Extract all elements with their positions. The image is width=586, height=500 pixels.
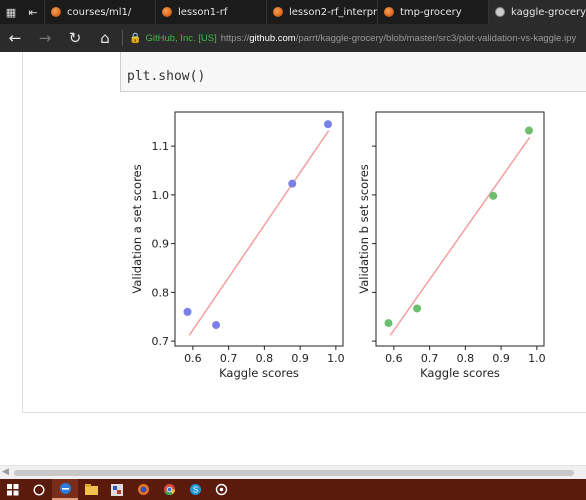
scatter-figure: 0.7 0.8 0.9 1.0 1.1 0.6 0.7 0.8 0.9 1.0 Kaggle sco… — [130, 111, 546, 380]
windows-taskbar: S — [0, 479, 586, 500]
jupyter-icon — [273, 7, 283, 17]
x-tick-label: 0.9 — [291, 352, 309, 365]
x-tick-label: 0.8 — [256, 352, 274, 365]
y-tick-label: 0.7 — [152, 335, 170, 348]
code-cell: plt.show() — [120, 52, 586, 92]
data-point — [384, 319, 393, 328]
app-icon[interactable] — [104, 479, 130, 500]
y-tick-label: 1.1 — [152, 140, 170, 153]
tab-lesson1-rf[interactable]: lesson1-rf — [155, 0, 266, 24]
home-icon[interactable]: ⌂ — [100, 29, 110, 47]
tab-tmp-grocery[interactable]: tmp-grocery — [377, 0, 488, 24]
file-explorer-icon[interactable] — [78, 479, 104, 500]
jupyter-icon — [162, 7, 172, 17]
x-tick-label: 0.6 — [184, 352, 202, 365]
app-icon-2[interactable] — [208, 479, 234, 500]
data-point — [323, 120, 332, 129]
y-tick-label: 1.0 — [152, 189, 170, 202]
edge-icon[interactable] — [52, 479, 78, 500]
skype-icon[interactable]: S — [182, 479, 208, 500]
data-point — [212, 321, 221, 330]
jupyter-icon — [51, 7, 61, 17]
divider — [122, 30, 123, 46]
data-point — [413, 304, 422, 313]
fit-line — [188, 130, 330, 336]
url-prefix: https:// — [220, 32, 250, 44]
x-tick-label: 0.6 — [385, 352, 403, 365]
tab-label: tmp-grocery — [400, 6, 462, 18]
x-axis-label: Kaggle scores — [219, 366, 299, 380]
jupyter-icon — [384, 7, 394, 17]
x-axis-label: Kaggle scores — [420, 366, 500, 380]
firefox-icon[interactable] — [130, 479, 156, 500]
browser-tab-bar: ▦ ⇤ courses/ml1/ lesson1-rf lesson2-rf_i… — [0, 0, 586, 24]
data-point — [489, 191, 498, 200]
x-tick-label: 1.0 — [528, 352, 546, 365]
x-tick-label: 1.0 — [327, 352, 345, 365]
tab-lesson2-rf-interpretation[interactable]: lesson2-rf_interpreta — [266, 0, 377, 24]
y-tick-label: 0.8 — [152, 286, 170, 299]
certificate-label[interactable]: GitHub, Inc. [US] — [145, 32, 217, 44]
scroll-left-icon[interactable]: ◀ — [2, 467, 9, 477]
url-host: github.com — [249, 32, 296, 44]
svg-text:S: S — [192, 486, 197, 495]
tab-label: courses/ml1/ — [67, 6, 132, 18]
fit-line — [389, 136, 531, 336]
x-tick-label: 0.8 — [457, 352, 475, 365]
cortana-icon[interactable] — [26, 479, 52, 500]
y-axis-label: Validation b set scores — [357, 164, 371, 294]
tab-courses-ml1[interactable]: courses/ml1/ — [44, 0, 155, 24]
data-point — [524, 126, 533, 135]
tab-label: kaggle-grocery/ — [511, 6, 586, 18]
lock-icon[interactable]: 🔒 — [129, 32, 142, 44]
scrollbar-thumb[interactable] — [14, 470, 574, 476]
tab-label: lesson1-rf — [178, 6, 228, 18]
data-point — [288, 179, 297, 188]
page-content: plt.show() 0.7 0.8 0.9 1.0 1.1 0.6 0.7 0.8 0.9 1.… — [0, 52, 586, 465]
horizontal-scrollbar[interactable]: ◀ — [0, 465, 586, 479]
x-tick-label: 0.7 — [421, 352, 439, 365]
y-axis-label: Validation a set scores — [130, 164, 144, 293]
notebook-output-frame — [22, 52, 586, 413]
plot-frame — [375, 111, 545, 347]
refresh-icon[interactable]: ↻ — [68, 29, 82, 47]
windows-start-icon[interactable] — [0, 479, 26, 500]
back-icon[interactable]: ← — [8, 29, 22, 47]
tab-preview-icon[interactable]: ▦ — [5, 5, 17, 19]
address-bar: ← → ↻ ⌂ 🔒 GitHub, Inc. [US] https://gith… — [0, 24, 586, 52]
x-tick-label: 0.9 — [492, 352, 510, 365]
code-text: plt.show() — [127, 69, 206, 84]
chrome-icon[interactable] — [156, 479, 182, 500]
data-point — [183, 307, 192, 316]
set-aside-tabs-icon[interactable]: ⇤ — [28, 5, 38, 19]
url-field[interactable]: https://github.com/parrt/kaggle-grocery/… — [221, 33, 576, 44]
chart-panel-1: 0.7 0.8 0.9 1.0 1.1 0.6 0.7 0.8 0.9 1.0 Kaggle sco… — [130, 111, 345, 380]
github-icon — [495, 7, 505, 17]
forward-icon[interactable]: → — [38, 29, 52, 47]
tab-kaggle-grocery[interactable]: kaggle-grocery/ — [488, 0, 586, 24]
tab-label: lesson2-rf_interpreta — [289, 6, 377, 18]
x-tick-label: 0.7 — [220, 352, 238, 365]
y-tick-label: 0.9 — [152, 238, 170, 251]
chart-panel-2: 0.6 0.7 0.8 0.9 1.0 Kaggle scores Validation b… — [357, 111, 546, 380]
url-path: /parrt/kaggle-grocery/blob/master/src3/p… — [295, 32, 577, 44]
